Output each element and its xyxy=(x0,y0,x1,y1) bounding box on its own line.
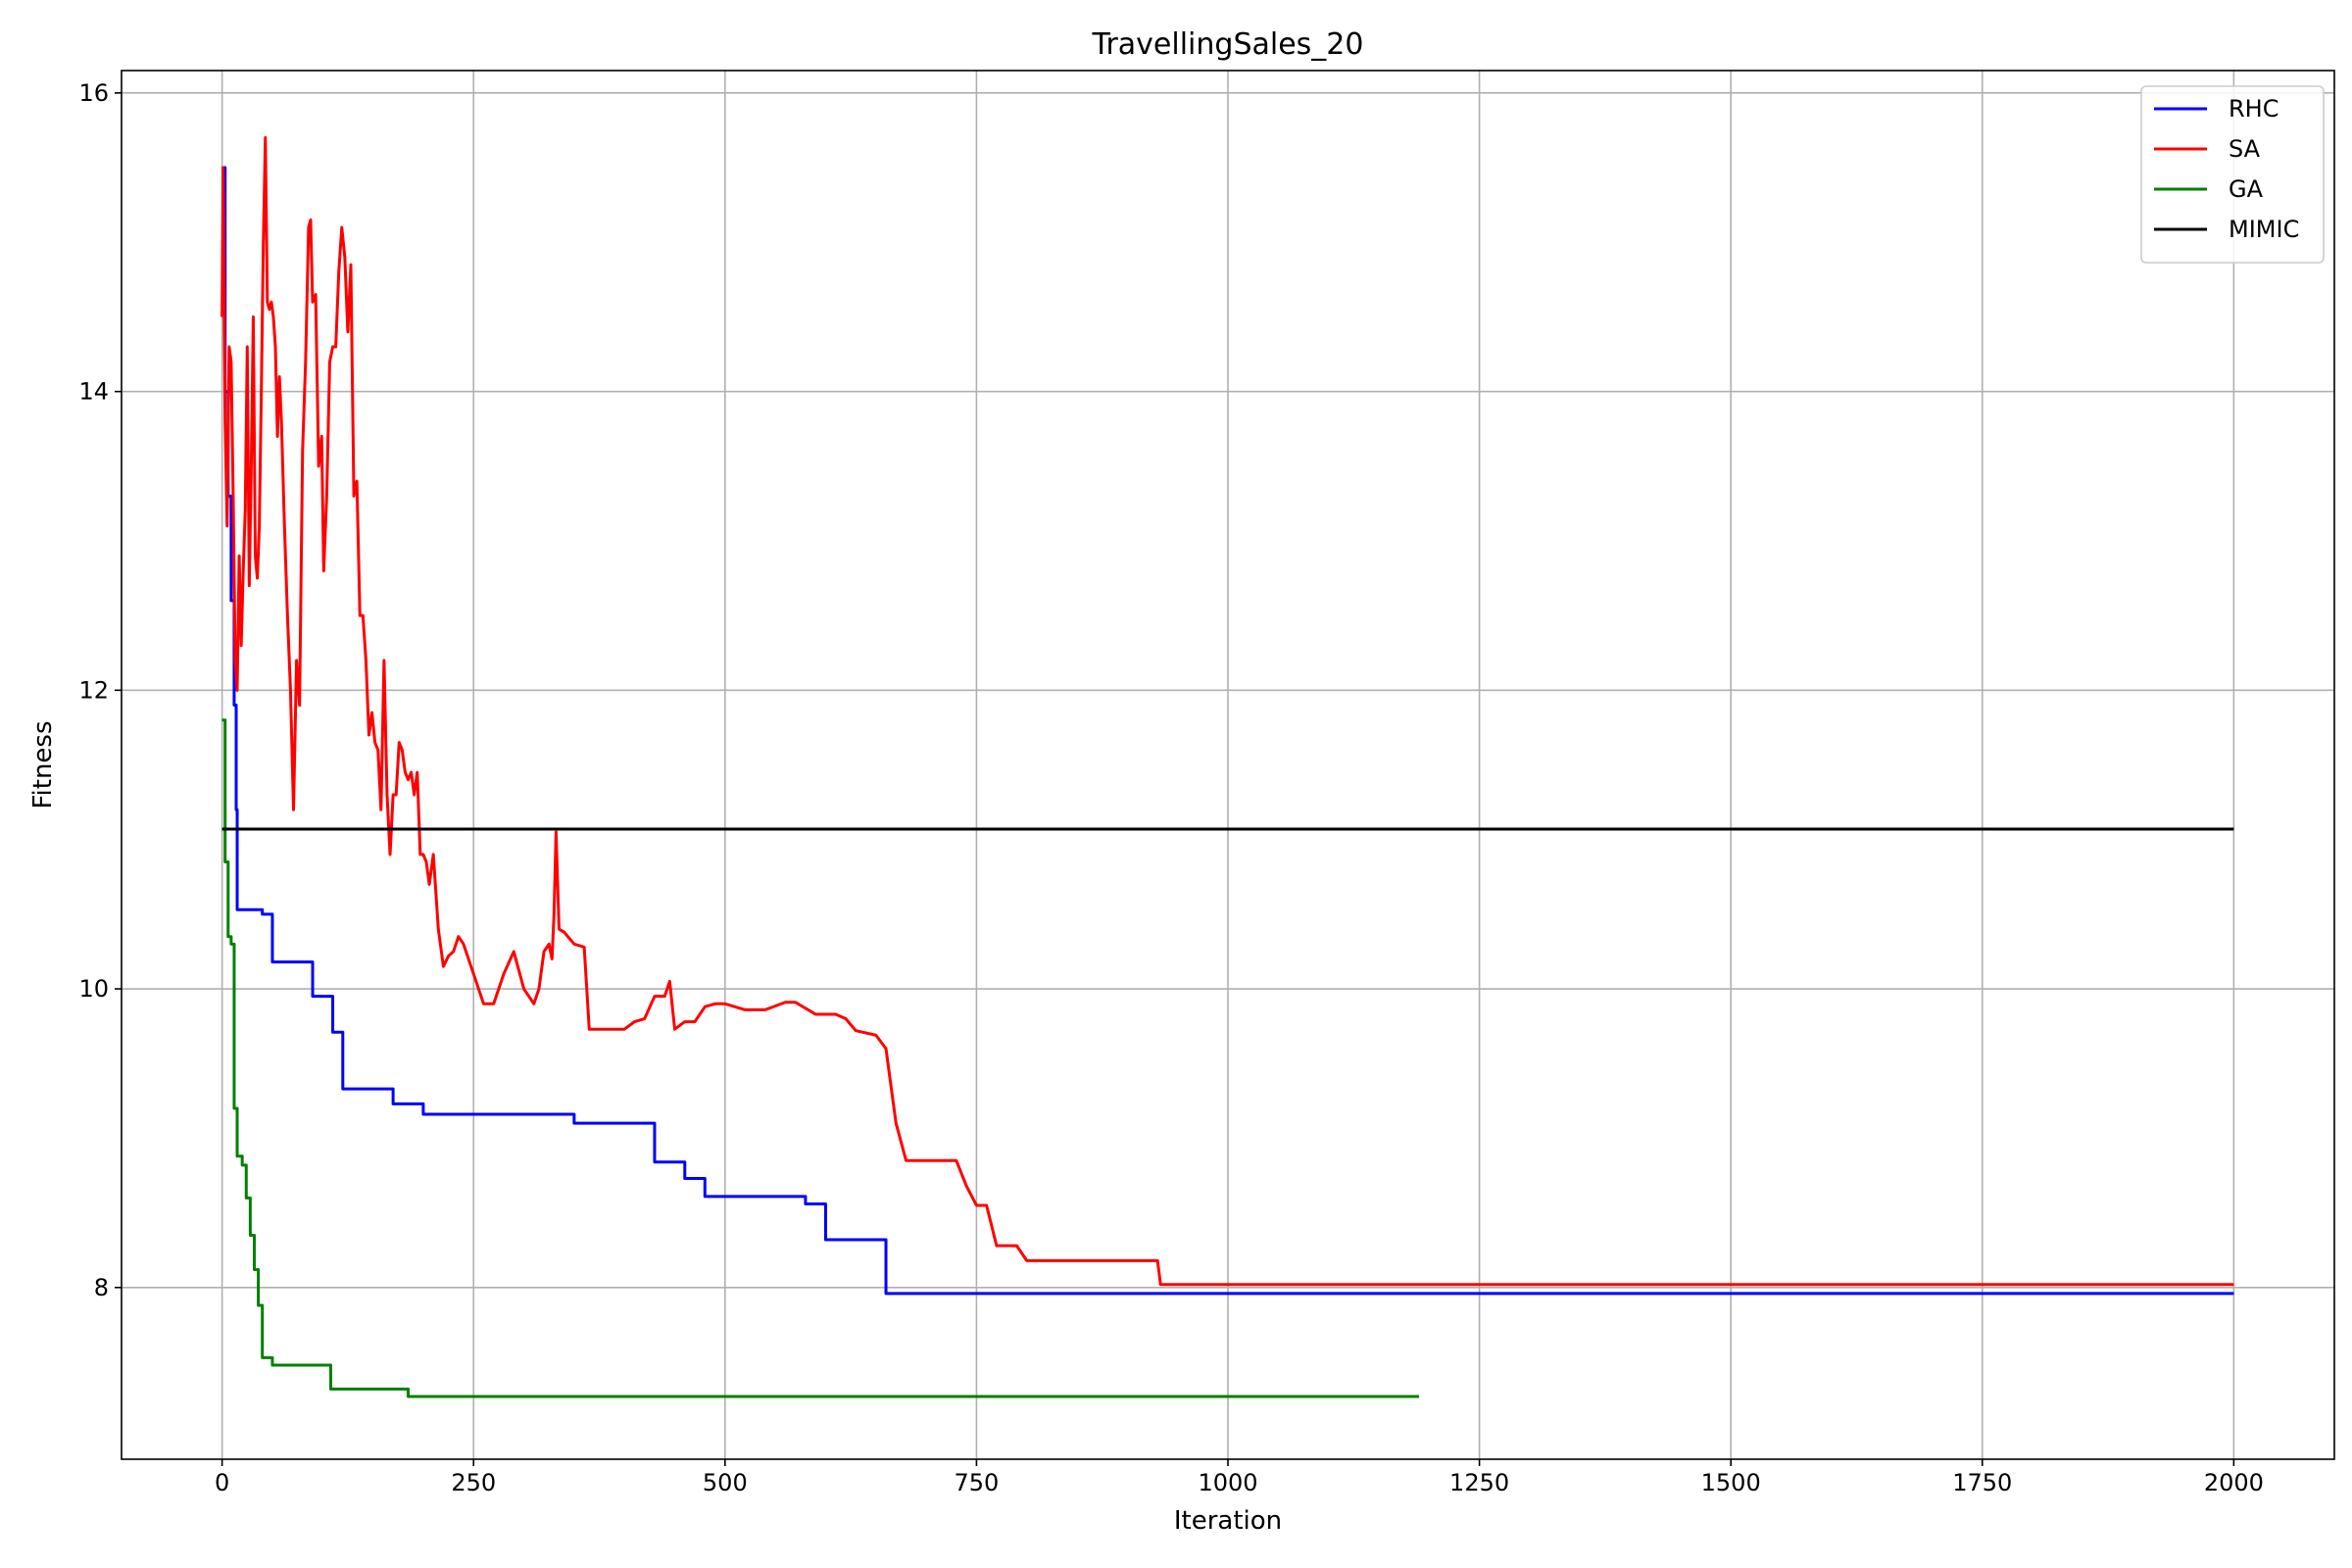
chart-title: TravellingSales_20 xyxy=(1092,27,1364,62)
grid-lines xyxy=(122,71,2334,1459)
y-tick-label: 14 xyxy=(78,378,109,406)
legend-label-mimic: MIMIC xyxy=(2229,216,2299,243)
y-tick-label: 8 xyxy=(94,1274,109,1301)
x-tick-label: 0 xyxy=(215,1469,229,1496)
y-tick-label: 12 xyxy=(78,676,109,704)
x-tick-label: 1500 xyxy=(1701,1469,1761,1496)
x-tick-label: 250 xyxy=(451,1469,496,1496)
legend-label-rhc: RHC xyxy=(2229,95,2278,122)
x-tick-label: 1250 xyxy=(1449,1469,1509,1496)
y-tick-label: 10 xyxy=(78,975,109,1003)
x-tick-label: 750 xyxy=(955,1469,1000,1496)
legend: RHC SA GA MIMIC xyxy=(2140,85,2325,264)
legend-label-ga: GA xyxy=(2229,175,2264,203)
x-tick-label: 2000 xyxy=(2204,1469,2264,1496)
y-axis-label: Fitness xyxy=(28,720,58,808)
x-axis-label: Iteration xyxy=(1174,1506,1282,1536)
x-tick-label: 500 xyxy=(703,1469,748,1496)
y-tick-label: 16 xyxy=(78,79,109,107)
axis-ticks: 0 250 500 750 1000 1250 1500 1750 2000 8 10 12 14 16 xyxy=(78,79,2263,1496)
legend-label-sa: SA xyxy=(2229,135,2261,163)
series-line-sa xyxy=(220,136,2234,1287)
legend-box xyxy=(2140,85,2325,264)
series-lines xyxy=(220,136,2234,1398)
x-tick-label: 1750 xyxy=(1952,1469,2012,1496)
x-tick-label: 1000 xyxy=(1198,1469,1257,1496)
series-line-ga xyxy=(221,718,1420,1398)
